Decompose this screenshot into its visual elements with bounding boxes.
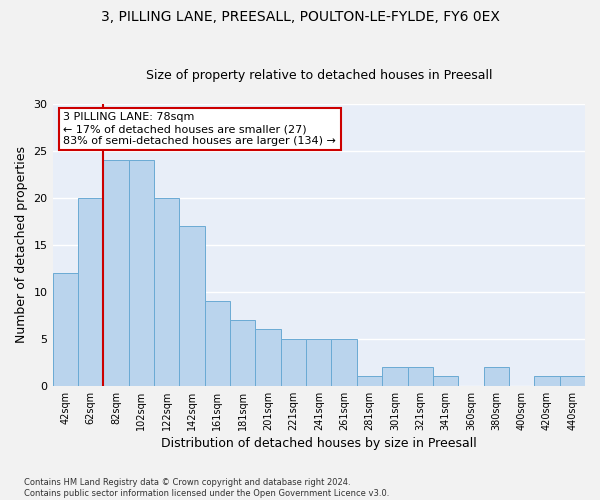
Title: Size of property relative to detached houses in Preesall: Size of property relative to detached ho… (146, 69, 492, 82)
Bar (331, 339, 357, 386)
Bar (484, 367, 509, 386)
Bar (534, 376, 560, 386)
Bar (205, 302, 230, 386)
Text: 3 PILLING LANE: 78sqm
← 17% of detached houses are smaller (27)
83% of semi-deta: 3 PILLING LANE: 78sqm ← 17% of detached … (63, 112, 336, 146)
Bar (382, 367, 407, 386)
Bar (306, 339, 331, 386)
Bar (256, 330, 281, 386)
Bar (560, 376, 585, 386)
Text: Contains HM Land Registry data © Crown copyright and database right 2024.
Contai: Contains HM Land Registry data © Crown c… (24, 478, 389, 498)
Bar (357, 376, 382, 386)
Bar (281, 339, 306, 386)
Bar (433, 376, 458, 386)
Bar (53, 273, 78, 386)
Bar (407, 367, 433, 386)
Bar (179, 226, 205, 386)
Bar (128, 160, 154, 386)
Bar (230, 320, 256, 386)
Text: 3, PILLING LANE, PREESALL, POULTON-LE-FYLDE, FY6 0EX: 3, PILLING LANE, PREESALL, POULTON-LE-FY… (101, 10, 499, 24)
X-axis label: Distribution of detached houses by size in Preesall: Distribution of detached houses by size … (161, 437, 476, 450)
Bar (154, 198, 179, 386)
Bar (103, 160, 128, 386)
Y-axis label: Number of detached properties: Number of detached properties (15, 146, 28, 344)
Bar (78, 198, 103, 386)
